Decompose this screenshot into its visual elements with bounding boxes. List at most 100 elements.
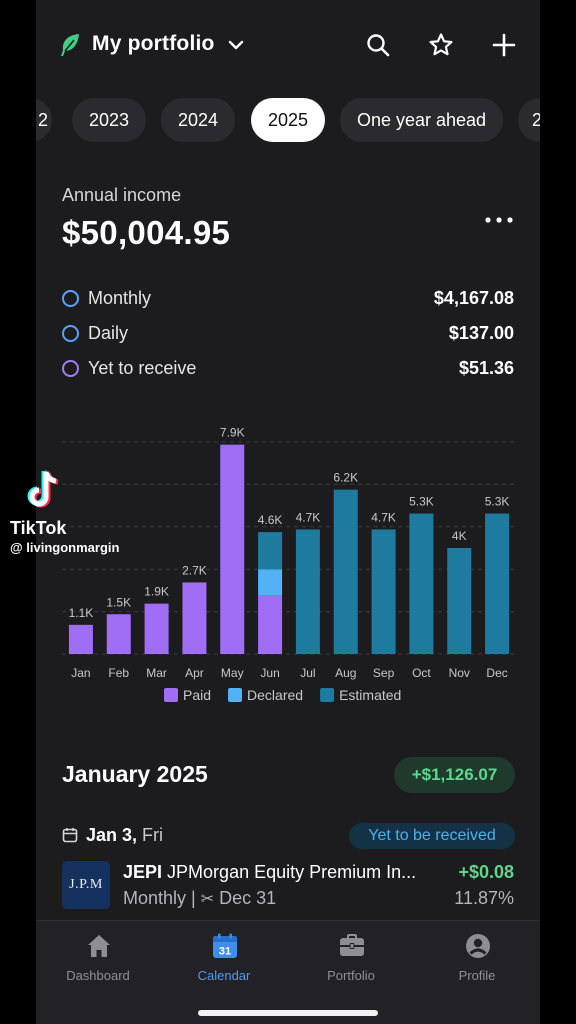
status-badge: Yet to be received — [349, 823, 515, 849]
bar-declared-jun[interactable] — [258, 569, 283, 596]
tab-2024[interactable]: 2024 — [161, 98, 235, 142]
bar-value-label: 5.3K — [485, 495, 510, 509]
radio-circle-icon — [62, 290, 79, 307]
nav-portfolio[interactable]: Portfolio — [296, 933, 406, 993]
nav-calendar[interactable]: 31 Calendar — [169, 933, 279, 993]
tiktok-logo-icon — [27, 470, 59, 508]
x-tick-label: Mar — [146, 666, 167, 680]
x-tick-label: Apr — [185, 666, 204, 680]
bar-paid-jan[interactable] — [68, 624, 93, 654]
holding-yield: 11.87% — [454, 888, 514, 908]
bar-paid-jun[interactable] — [258, 595, 283, 654]
scissors-icon: ✂ — [200, 891, 215, 908]
legend-swatch-estimated — [320, 688, 335, 702]
tiktok-brand: TikTok — [10, 518, 67, 538]
portfolio-title[interactable]: My portfolio — [92, 32, 215, 55]
tab-2023[interactable]: 2023 — [72, 98, 146, 142]
leaf-logo-icon — [61, 34, 79, 56]
holding-fund-name: JPMorgan Equity Premium In... — [167, 862, 417, 882]
nav-dashboard[interactable]: Dashboard — [43, 933, 153, 993]
bar-estimated-jun[interactable] — [258, 532, 283, 570]
legend-swatch-paid — [164, 688, 178, 702]
chevron-down-icon[interactable] — [227, 36, 245, 54]
bar-value-label: 1.1K — [69, 606, 94, 620]
x-tick-label: Feb — [108, 666, 129, 680]
x-tick-label: Dec — [486, 666, 507, 680]
tiktok-watermark: TikTok @ livingonmargin — [10, 468, 160, 558]
radio-circle-icon — [62, 360, 79, 377]
more-options-icon[interactable] — [484, 214, 514, 226]
x-tick-label: Aug — [335, 666, 356, 680]
bar-paid-mar[interactable] — [144, 603, 169, 654]
income-row-label: Yet to receive — [88, 358, 197, 378]
search-icon[interactable] — [365, 32, 391, 58]
bar-value-label: 4K — [452, 529, 467, 543]
star-icon[interactable] — [428, 32, 454, 58]
holding-ex-date: Dec 31 — [219, 888, 277, 908]
bar-estimated-aug[interactable] — [333, 489, 358, 654]
holding-amount: +$0.08 — [458, 862, 514, 882]
annual-income-label: Annual income — [62, 185, 182, 205]
app-screen: My portfolio 2 2023 2024 2025 One year a… — [36, 0, 540, 1024]
income-row-label: Daily — [88, 323, 129, 343]
radio-circle-icon — [62, 325, 79, 342]
bar-value-label: 1.9K — [144, 585, 169, 599]
x-tick-label: Jan — [71, 666, 90, 680]
nav-profile[interactable]: Profile — [422, 933, 532, 993]
bar-estimated-dec[interactable] — [485, 513, 510, 654]
bar-paid-may[interactable] — [220, 444, 245, 654]
legend-swatch-declared — [228, 688, 243, 702]
legend-label-paid: Paid — [183, 687, 211, 703]
x-tick-label: Jun — [260, 666, 279, 680]
calendar-icon: 31 — [213, 933, 237, 958]
holding-name[interactable]: JEPI JPMorgan Equity Premium In... — [123, 862, 438, 883]
x-tick-label: Sep — [373, 666, 395, 680]
bar-paid-feb[interactable] — [106, 614, 131, 654]
home-icon — [88, 935, 110, 957]
bar-value-label: 4.7K — [371, 510, 396, 524]
nav-label: Calendar — [197, 968, 251, 983]
year-tabs: 2 2023 2024 2025 One year ahead 2 — [36, 98, 540, 144]
monthly-income-chart: 1.1K Jan 1.5K Feb 1.9K Mar 2.7K Apr 7.9K May 4.6K J… — [62, 426, 516, 703]
month-total-badge: +$1,126.07 — [394, 757, 515, 793]
holding-frequency: Monthly | — [123, 888, 196, 908]
x-tick-label: Oct — [412, 666, 431, 680]
nav-label: Profile — [458, 968, 496, 983]
bar-estimated-nov[interactable] — [447, 548, 472, 654]
legend-label-estimated: Estimated — [339, 687, 401, 703]
x-tick-label: Nov — [449, 666, 470, 680]
nav-label: Portfolio — [327, 968, 375, 983]
profile-icon — [466, 934, 490, 958]
x-tick-label: May — [221, 666, 244, 680]
bar-estimated-jul[interactable] — [295, 529, 320, 654]
month-title: January 2025 — [62, 761, 208, 787]
income-row-label: Monthly — [88, 288, 152, 308]
tiktok-handle: @ livingonmargin — [10, 540, 120, 555]
payment-date: Jan 3, Fri — [86, 825, 163, 846]
income-row-daily[interactable]: Daily $137.00 — [62, 321, 514, 347]
bar-value-label: 4.6K — [258, 513, 283, 527]
briefcase-icon — [340, 934, 364, 956]
bar-value-label: 6.2K — [333, 471, 358, 485]
income-row-monthly[interactable]: Monthly $4,167.08 — [62, 286, 514, 312]
x-tick-label: Jul — [300, 666, 315, 680]
bar-paid-apr[interactable] — [182, 582, 207, 654]
income-row-value: $51.36 — [458, 358, 514, 378]
income-row-value: $137.00 — [448, 323, 514, 343]
bar-value-label: 5.3K — [409, 495, 434, 509]
bar-estimated-sep[interactable] — [371, 529, 396, 654]
tab-partial-right[interactable]: 2 — [518, 98, 540, 142]
calendar-badge: 31 — [219, 946, 231, 958]
tab-2025[interactable]: 2025 — [251, 98, 325, 142]
income-row-value: $4,167.08 — [433, 288, 514, 308]
tab-one-year-ahead[interactable]: One year ahead — [340, 98, 503, 142]
payment-date-weekday: Fri — [142, 825, 164, 845]
home-indicator[interactable] — [198, 1010, 378, 1016]
tab-partial-left[interactable]: 2 — [36, 98, 52, 142]
bar-estimated-oct[interactable] — [409, 513, 434, 654]
bar-value-label: 4.7K — [296, 510, 321, 524]
plus-icon[interactable] — [491, 32, 517, 58]
bar-value-label: 2.7K — [182, 563, 207, 577]
header: My portfolio — [36, 22, 540, 70]
income-row-yet-to-receive[interactable]: Yet to receive $51.36 — [62, 356, 514, 382]
